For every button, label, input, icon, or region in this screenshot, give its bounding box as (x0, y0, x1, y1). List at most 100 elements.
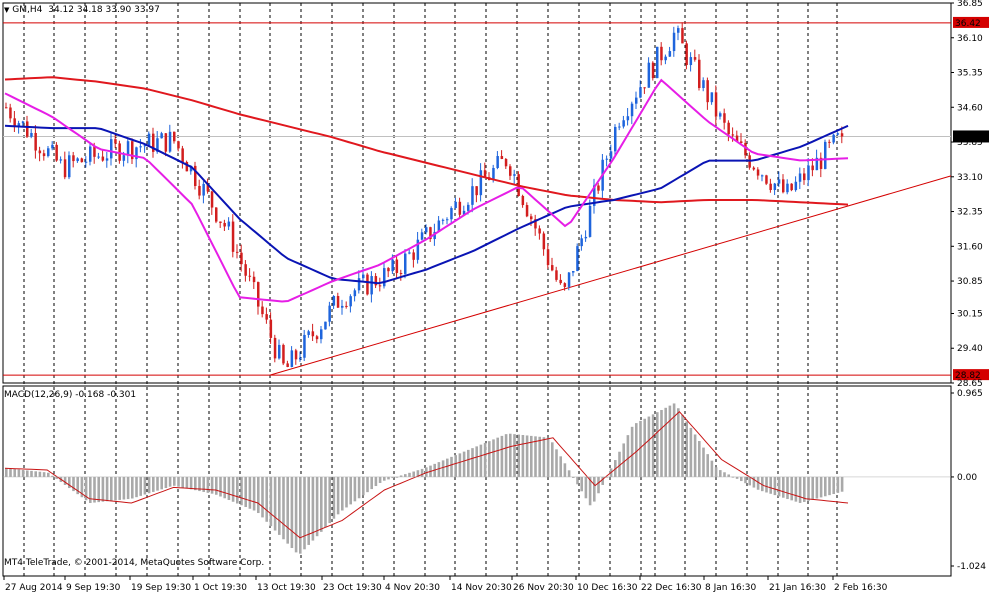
macd-bar (290, 476, 294, 549)
candle-body (425, 227, 428, 233)
candle-body (735, 135, 739, 142)
candle-body (93, 146, 96, 157)
candle-body (450, 208, 453, 220)
candle-body (97, 156, 100, 158)
candle-body (790, 183, 793, 191)
macd-bar (164, 476, 168, 488)
macd-bar (500, 435, 504, 477)
candle-body (496, 156, 499, 168)
candle-body (68, 155, 71, 178)
macd-bar (588, 476, 592, 506)
candle-body (391, 259, 394, 272)
candle-body (173, 131, 176, 142)
candle-body (59, 159, 63, 161)
candle-body (643, 87, 646, 89)
macd-bar (626, 435, 630, 477)
candle-body (152, 133, 155, 152)
candle-body (131, 141, 134, 160)
macd-bar (231, 476, 235, 502)
dropdown-arrow-icon[interactable]: ▼ (4, 6, 10, 14)
macd-bar (68, 476, 71, 489)
candle-body (538, 228, 541, 234)
macd-bar (17, 469, 21, 477)
macd-bar (567, 470, 571, 477)
symbol-header: ▼ GM,H4 34.12 34.18 33.90 33.97 (4, 5, 160, 15)
macd-bar (643, 418, 646, 477)
candle-body (89, 146, 92, 162)
candle-body (198, 185, 201, 196)
macd-bar (160, 476, 163, 490)
candle-body (47, 148, 50, 157)
price-tick-label-3: 34.60 (957, 103, 983, 113)
macd-bar (265, 476, 268, 522)
macd-bar (38, 471, 42, 477)
macd-bar (269, 476, 273, 527)
candle-body (273, 337, 277, 359)
x-axis-label-4: 13 Oct 19:30 (257, 583, 316, 593)
macd-bar (735, 476, 739, 479)
macd-bar (723, 472, 726, 477)
x-axis-label-1: 9 Sep 19:30 (66, 583, 121, 593)
macd-bar (727, 474, 730, 477)
macd-bar (21, 469, 25, 477)
x-axis-label-9: 10 Dec 16:30 (577, 583, 638, 593)
macd-bar (744, 476, 747, 484)
macd-bar (353, 476, 357, 502)
candle-body (840, 133, 844, 137)
macd-bar (513, 434, 516, 477)
candle-body (815, 157, 819, 171)
macd-bar (462, 451, 466, 477)
candle-body (202, 183, 205, 196)
candle-body (542, 233, 546, 250)
macd-bar (408, 472, 411, 477)
candle-body (404, 253, 407, 274)
candle-body (189, 165, 193, 172)
macd-bar (660, 409, 663, 477)
candle-body (664, 56, 667, 61)
macd-bar (336, 476, 340, 515)
level-tag-bg-0 (953, 16, 989, 28)
candle-body (702, 80, 705, 88)
candle-body (622, 120, 625, 127)
macd-bar (105, 476, 109, 502)
macd-bar (668, 405, 672, 477)
macd-bar (693, 434, 697, 477)
candle-body (416, 239, 420, 260)
macd-bar (84, 476, 88, 501)
macd-bar (9, 468, 12, 477)
macd-bar (685, 421, 688, 477)
candle-body (240, 252, 243, 265)
macd-bar (324, 476, 327, 528)
candle-body (105, 158, 109, 161)
macd-bar (807, 476, 810, 501)
candle-body (525, 205, 529, 217)
candle-body (429, 227, 432, 240)
candle-body (299, 357, 302, 360)
macd-bar (538, 436, 541, 477)
candle-body (185, 161, 189, 172)
macd-bar (475, 446, 478, 477)
macd-bar (181, 476, 184, 488)
candle-body (420, 232, 424, 240)
candle-body (210, 191, 214, 208)
candle-body (551, 265, 554, 271)
macd-bar (563, 463, 567, 477)
macd-bar (828, 476, 831, 496)
candle-body (504, 158, 508, 167)
candle-body (378, 285, 382, 287)
macd-bar (832, 476, 835, 494)
candle-body (349, 296, 352, 307)
x-axis-label-8: 26 Nov 20:30 (513, 583, 574, 593)
current-price-tag: 33.97 (955, 132, 981, 142)
macd-bar (546, 437, 550, 477)
candle-body (30, 132, 33, 137)
macd-bar (454, 455, 457, 477)
macd-bar (240, 476, 243, 506)
candle-body (269, 319, 273, 338)
macd-bar (525, 435, 529, 477)
macd-bar (395, 476, 399, 478)
macd-bar (257, 476, 260, 514)
macd-bar (752, 476, 756, 488)
macd-bar (824, 476, 827, 497)
